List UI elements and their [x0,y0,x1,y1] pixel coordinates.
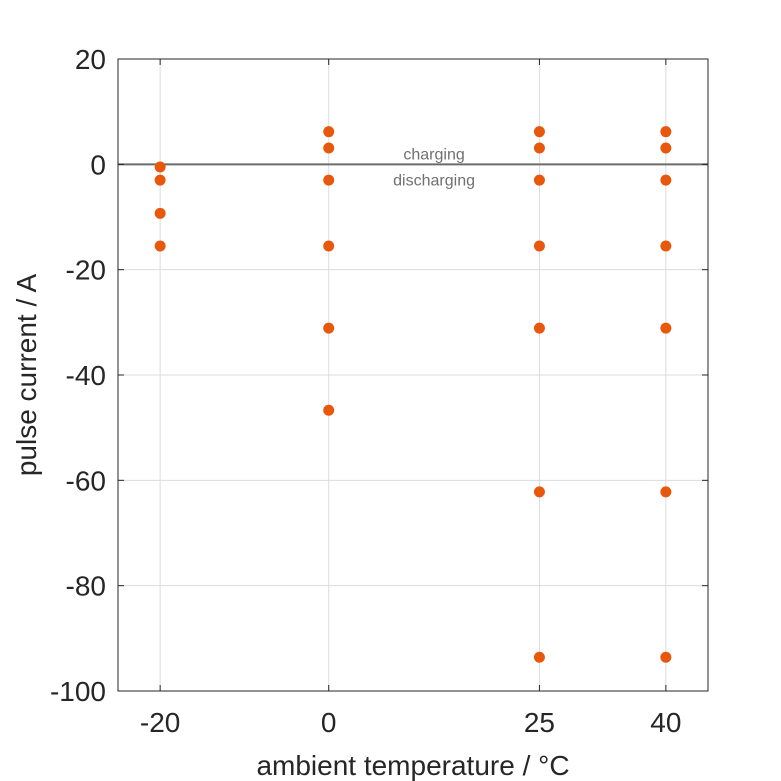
data-points [154,126,672,663]
data-point [323,240,335,252]
data-point [660,126,672,138]
data-point [660,322,672,334]
data-point [154,174,166,186]
data-point [154,207,166,219]
data-point [533,174,545,186]
y-tick-label: 20 [75,44,106,75]
data-point [533,126,545,138]
data-point [533,142,545,154]
y-tick-label: -20 [66,255,106,286]
x-tick-label: -20 [140,707,180,738]
y-tick-label: 0 [90,149,106,180]
data-point [323,404,335,416]
discharging-annotation: discharging [393,172,475,189]
data-point [323,174,335,186]
data-point [660,174,672,186]
y-tick-label: -60 [66,465,106,496]
data-point [533,486,545,498]
data-point [154,240,166,252]
y-tick-label: -80 [66,571,106,602]
x-tick-label: 25 [524,707,555,738]
x-tick-label: 0 [321,707,337,738]
data-point [660,651,672,663]
data-point [660,142,672,154]
data-point [533,651,545,663]
data-point [154,161,166,173]
y-tick-label: -40 [66,360,106,391]
y-axis-label: pulse current / A [11,274,42,477]
charging-annotation: charging [403,146,464,163]
data-point [660,486,672,498]
y-axis-ticks: 20 0 -20 -40 -60 -80 -100 [50,44,708,707]
data-point [533,240,545,252]
data-point [323,126,335,138]
data-point [660,240,672,252]
data-point [323,322,335,334]
x-tick-label: 40 [650,707,681,738]
x-axis-label: ambient temperature / °C [256,750,569,781]
data-point [533,322,545,334]
y-tick-label: -100 [50,676,106,707]
data-point [323,142,335,154]
x-axis-ticks: -20 0 25 40 [140,59,681,738]
